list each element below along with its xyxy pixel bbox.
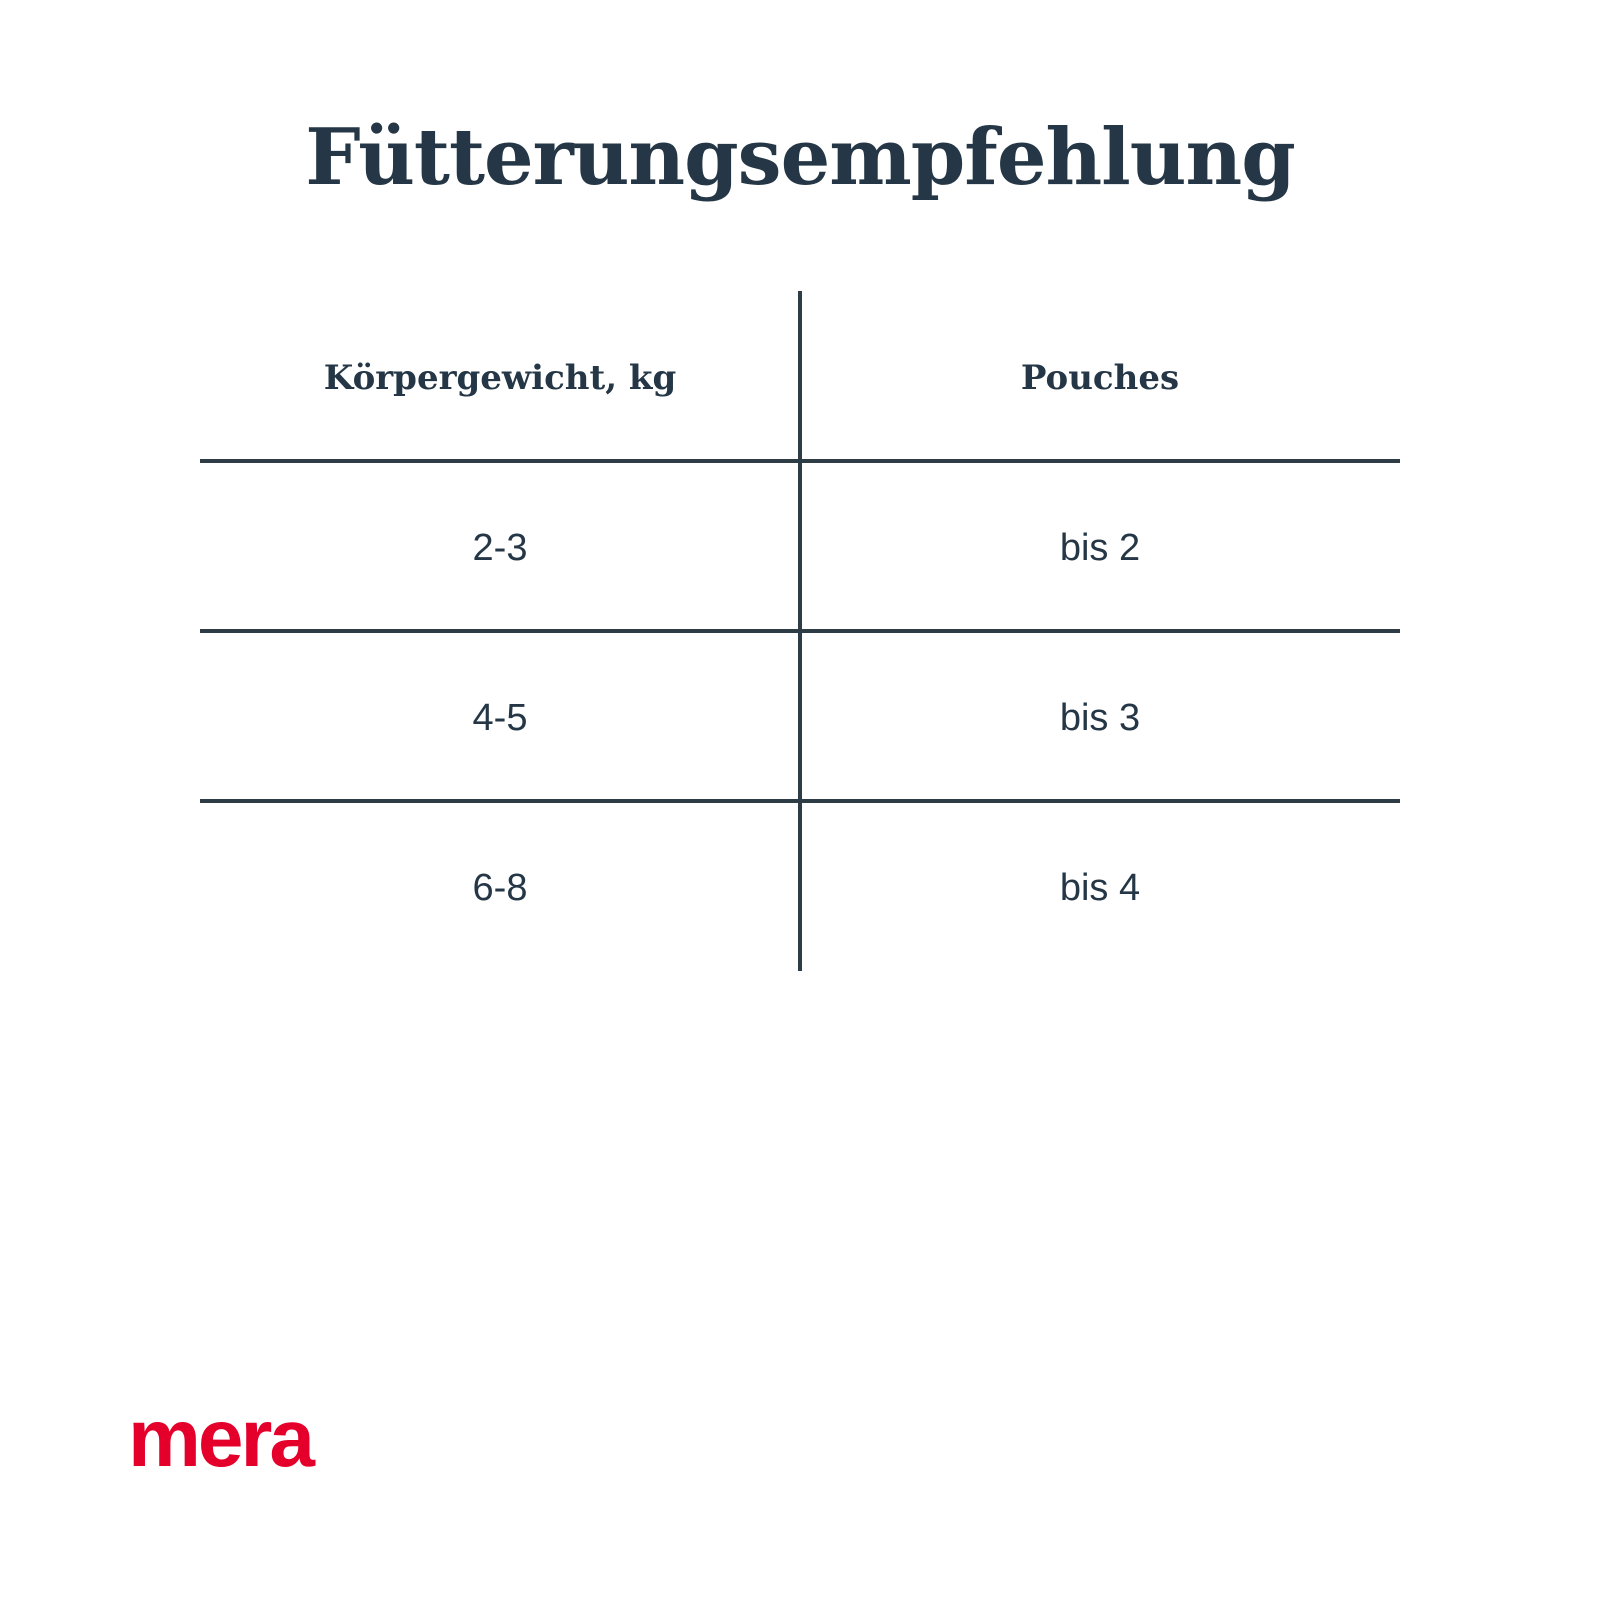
row-divider	[200, 459, 1400, 463]
table-cell-pouches: bis 3	[1059, 697, 1141, 739]
table-cell-weight: 6-8	[472, 867, 528, 909]
table-cell-weight: 4-5	[472, 697, 528, 739]
table-cell-weight: 2-3	[472, 527, 528, 569]
page-title: Fütterungsempfehlung	[305, 112, 1296, 203]
row-divider	[200, 629, 1400, 633]
table-cell-pouches: bis 2	[1059, 527, 1141, 569]
table-cell-pouches: bis 4	[1059, 867, 1141, 909]
row-divider	[200, 799, 1400, 803]
header-body-weight: Körpergewicht, kg	[323, 358, 677, 398]
mera-logo: mera	[128, 1393, 315, 1484]
header-pouches: Pouches	[1020, 358, 1180, 398]
